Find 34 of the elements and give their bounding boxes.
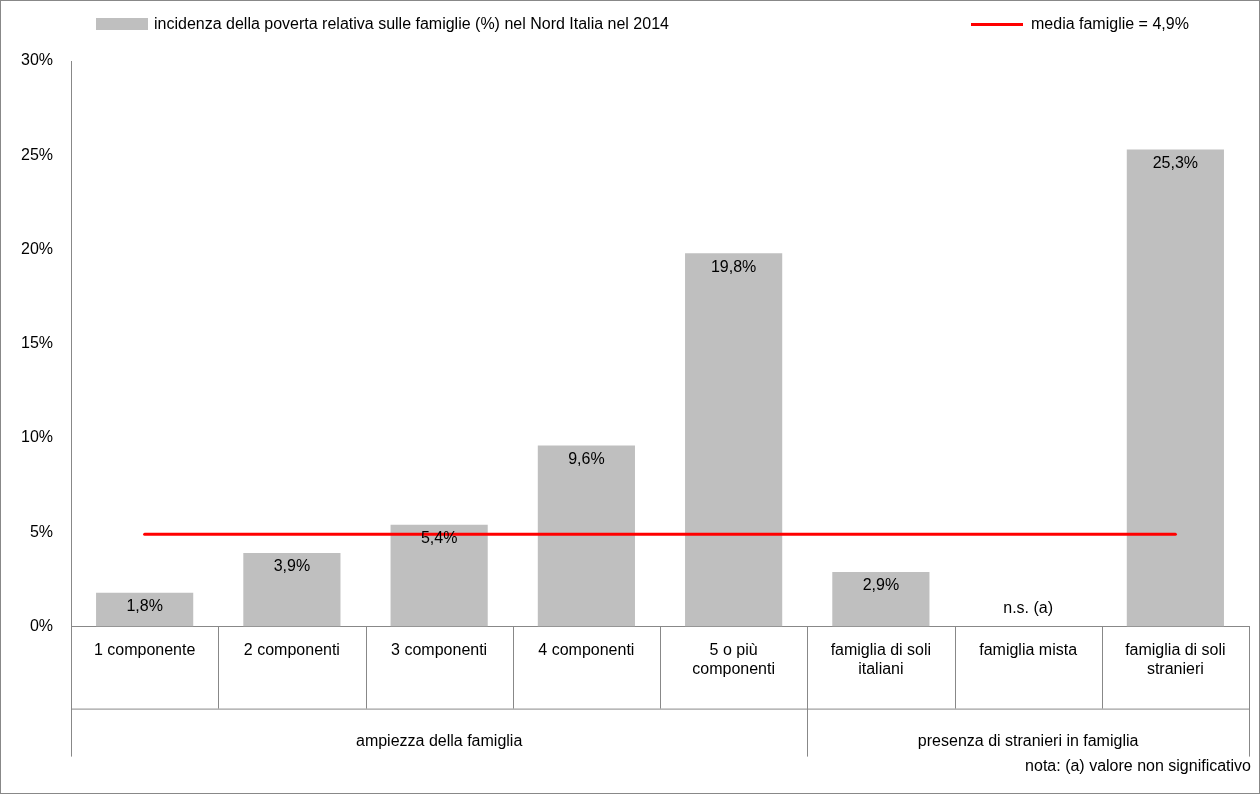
bar xyxy=(96,592,194,627)
y-tick-label: 5% xyxy=(29,522,54,540)
y-tick-label: 15% xyxy=(20,334,54,352)
y-tick-label: 25% xyxy=(20,145,54,163)
bar xyxy=(685,253,783,627)
data-label: 1,8% xyxy=(126,597,163,615)
text: n.s. (a) xyxy=(1003,599,1054,617)
bar xyxy=(1126,149,1224,627)
text: nota: (a) valore non significativo xyxy=(1025,757,1252,775)
x-tick-label: famiglia di soli italiani xyxy=(830,640,932,677)
data-label: 9,6% xyxy=(568,450,605,468)
data-label: 2,9% xyxy=(862,576,900,594)
legend-label: media famiglie = 4,9% xyxy=(1031,15,1189,33)
x-tick-label: 5 o più componenti xyxy=(692,640,775,677)
y-tick-label: 30% xyxy=(20,51,54,69)
y-tick-label: 20% xyxy=(20,239,54,257)
bar xyxy=(390,524,488,627)
x-tick-label: 2 componenti xyxy=(243,640,340,658)
text: presenza di stranieri in famiglia xyxy=(917,732,1139,750)
data-label: 3,9% xyxy=(273,557,311,575)
bar xyxy=(243,553,341,627)
data-label: 25,3% xyxy=(1152,154,1199,172)
bar xyxy=(832,571,930,627)
text: ampiezza della famiglia xyxy=(355,732,523,750)
legend-label: incidenza della poverta relativa sulle famiglie (%) nel Nord Italia nel 2014 xyxy=(154,15,669,33)
x-tick-label: famiglia mista xyxy=(979,640,1078,658)
x-tick-label: 3 componenti xyxy=(391,640,488,658)
y-tick-label: 10% xyxy=(20,428,54,446)
data-label: 19,8% xyxy=(710,257,757,275)
y-tick-label: 0% xyxy=(29,617,54,635)
x-tick-label: famiglia di soli stranieri xyxy=(1125,640,1226,677)
bar xyxy=(537,445,635,627)
x-tick-label: 4 componenti xyxy=(538,640,635,658)
x-tick-label: 1 componente xyxy=(93,640,196,658)
